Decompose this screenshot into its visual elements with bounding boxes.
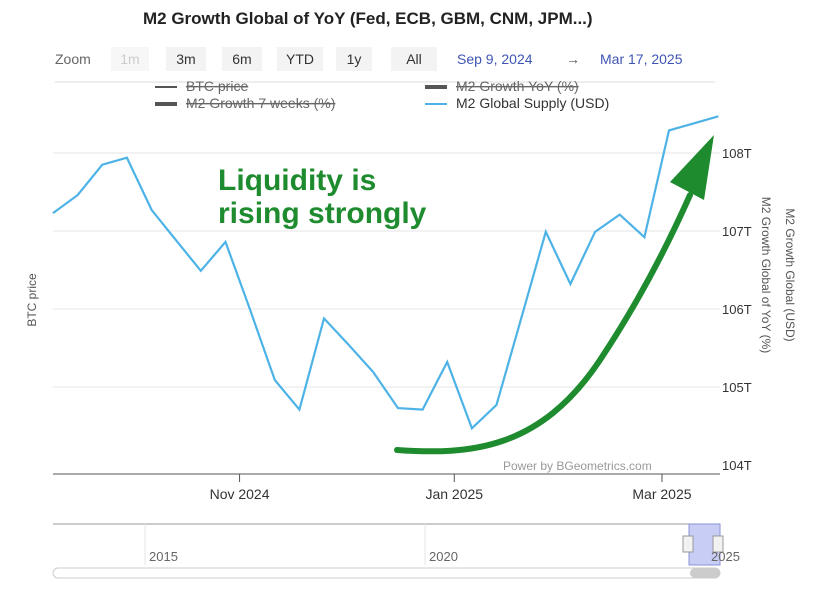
x-tick-label: Nov 2024 bbox=[210, 486, 270, 502]
y-tick-label: 104T bbox=[722, 458, 752, 473]
zoom-button-1y[interactable] bbox=[336, 47, 372, 71]
zoom-button-label: 1m bbox=[120, 51, 139, 67]
navigator[interactable]: 2015 2020 2025 bbox=[52, 523, 740, 579]
x-tick-label: Mar 2025 bbox=[632, 486, 691, 502]
range-from[interactable]: Sep 9, 2024 bbox=[457, 51, 533, 67]
legend-item[interactable]: M2 Global Supply (USD) bbox=[425, 95, 609, 111]
legend-item[interactable]: M2 Growth 7 weeks (%) bbox=[155, 95, 335, 111]
series-points bbox=[52, 116, 719, 429]
y-tick-label: 107T bbox=[722, 224, 752, 239]
zoom-button-1m[interactable] bbox=[111, 47, 149, 71]
legend-label: BTC price bbox=[186, 78, 248, 94]
legend-label: M2 Growth YoY (%) bbox=[456, 78, 579, 94]
x-tick-label: Jan 2025 bbox=[425, 486, 483, 502]
scrollbar-thumb[interactable] bbox=[690, 568, 720, 578]
y-axis-label-right2: M2 Growth Global (USD) bbox=[783, 208, 797, 341]
chart-title: M2 Growth Global of YoY (Fed, ECB, GBM, … bbox=[143, 9, 593, 28]
annotation-line1: Liquidity is bbox=[218, 164, 376, 197]
scrollbar-track[interactable] bbox=[52, 567, 721, 579]
zoom-button-label: 3m bbox=[176, 51, 195, 67]
legend-label: M2 Growth 7 weeks (%) bbox=[186, 95, 335, 111]
navigator-handle-left[interactable] bbox=[682, 535, 694, 553]
nav-tick: 2015 bbox=[149, 549, 178, 564]
zoom-button-label: YTD bbox=[286, 51, 314, 67]
grid bbox=[53, 152, 720, 388]
zoom-button-label: 6m bbox=[232, 51, 251, 67]
legend-item[interactable]: BTC price bbox=[155, 78, 248, 94]
zoom-button-6m[interactable] bbox=[222, 47, 262, 71]
zoom-bar: Zoom 1m 3m 6m YTD 1y All bbox=[55, 47, 437, 71]
annotation-arrow-head bbox=[670, 135, 714, 200]
annotation-line2: rising strongly bbox=[218, 197, 427, 230]
zoom-button-label: 1y bbox=[347, 51, 362, 67]
zoom-label: Zoom bbox=[55, 51, 91, 67]
legend-label: M2 Global Supply (USD) bbox=[456, 95, 609, 111]
legend: BTC price M2 Growth YoY (%) M2 Growth 7 we… bbox=[155, 78, 609, 111]
y-axis-label-right1: M2 Growth Global of YoY (%) bbox=[759, 197, 773, 354]
series-line-m2-global-supply bbox=[52, 115, 719, 431]
y-tick-label: 106T bbox=[722, 302, 752, 317]
credit-text: Power by BGeometrics.com bbox=[503, 459, 652, 473]
nav-tick: 2025 bbox=[711, 549, 740, 564]
axes: 104T 105T 106T 107T 108T Nov 2024 Jan 2025 Mar … bbox=[53, 146, 752, 502]
zoom-button-3m[interactable] bbox=[166, 47, 206, 71]
range-to[interactable]: Mar 17, 2025 bbox=[600, 51, 683, 67]
annotation-arrow-shaft bbox=[394, 192, 693, 455]
y-tick-label: 108T bbox=[722, 146, 752, 161]
legend-item[interactable]: M2 Growth YoY (%) bbox=[425, 78, 579, 94]
range-arrow: → bbox=[566, 51, 580, 67]
y-tick-label: 105T bbox=[722, 380, 752, 395]
zoom-button-all[interactable] bbox=[391, 47, 437, 71]
navigator-handle-right[interactable] bbox=[712, 535, 724, 553]
nav-tick: 2020 bbox=[429, 549, 458, 564]
zoom-button-ytd[interactable] bbox=[277, 47, 323, 71]
zoom-button-label: All bbox=[406, 51, 422, 67]
y-axis-label-left: BTC price bbox=[25, 273, 39, 327]
